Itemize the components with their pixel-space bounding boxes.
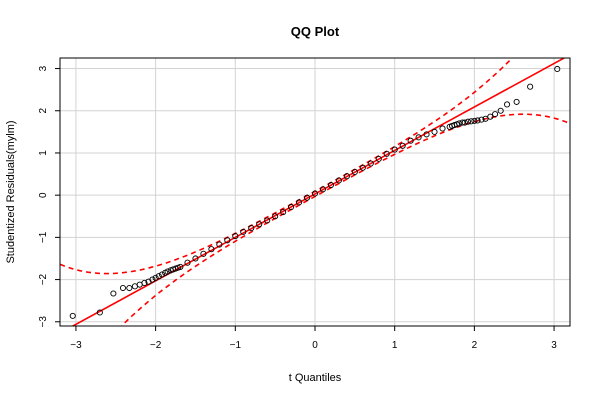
grid xyxy=(60,58,570,326)
data-point xyxy=(192,255,199,262)
x-tick-label: 3 xyxy=(551,340,557,351)
data-point xyxy=(319,186,327,193)
data-points xyxy=(69,65,561,319)
data-point xyxy=(288,203,295,211)
data-point xyxy=(367,160,374,167)
y-tick-label: 3 xyxy=(38,65,49,71)
data-point xyxy=(248,225,255,232)
data-point xyxy=(177,263,184,270)
data-point xyxy=(375,155,382,162)
data-point xyxy=(110,290,117,297)
x-tick-label: −3 xyxy=(70,340,82,351)
data-point xyxy=(487,113,494,120)
chart-title: QQ Plot xyxy=(291,24,340,39)
data-point xyxy=(126,284,133,292)
data-point xyxy=(149,276,156,283)
data-point xyxy=(503,101,511,108)
data-point xyxy=(216,241,223,248)
data-point xyxy=(141,279,148,287)
data-point xyxy=(391,146,398,153)
x-tick-label: −2 xyxy=(150,340,162,351)
y-tick-label: 1 xyxy=(38,150,49,156)
data-point xyxy=(232,233,239,240)
data-point xyxy=(439,125,446,132)
data-point xyxy=(527,83,534,90)
data-point xyxy=(327,181,334,189)
reference-line-group xyxy=(71,58,566,326)
data-point xyxy=(554,65,561,73)
data-point xyxy=(69,312,76,319)
data-point xyxy=(158,271,166,278)
x-tick-label: 0 xyxy=(312,340,318,351)
y-tick-label: −3 xyxy=(38,316,49,328)
data-point xyxy=(152,274,159,281)
data-point xyxy=(311,190,319,197)
data-point xyxy=(224,237,231,244)
data-point xyxy=(155,273,162,280)
data-point xyxy=(272,213,279,220)
data-point xyxy=(208,246,215,253)
data-point xyxy=(471,117,478,124)
data-point xyxy=(423,131,430,138)
data-point xyxy=(459,119,466,126)
data-point xyxy=(296,199,303,206)
data-point xyxy=(497,107,504,114)
data-point xyxy=(280,208,287,216)
reference-line xyxy=(71,58,566,326)
data-point xyxy=(184,259,191,266)
data-point xyxy=(461,119,468,126)
confidence-band-upper xyxy=(60,58,514,275)
x-tick-label: −1 xyxy=(230,340,242,351)
data-point xyxy=(513,98,520,105)
data-point xyxy=(407,137,414,144)
data-point xyxy=(96,309,103,316)
x-tick-label: 2 xyxy=(472,340,478,351)
y-tick-label: −1 xyxy=(38,231,49,243)
data-point xyxy=(415,134,422,141)
data-point xyxy=(399,142,406,149)
data-point xyxy=(303,194,311,201)
data-point xyxy=(468,118,475,125)
y-tick-label: 0 xyxy=(38,192,49,198)
data-point xyxy=(492,111,499,118)
x-axis-label: t Quantiles xyxy=(289,372,342,384)
x-axis: −3 −2 −1 0 1 2 3 xyxy=(70,326,557,351)
data-point xyxy=(474,117,481,124)
y-axis-label: Studentized Residuals(mylm) xyxy=(5,120,17,263)
y-tick-label: 2 xyxy=(38,108,49,114)
data-point xyxy=(431,128,438,135)
data-point xyxy=(343,173,350,180)
data-point xyxy=(256,221,263,228)
data-point xyxy=(264,217,271,224)
y-axis: −3 −2 −1 0 1 2 3 xyxy=(38,65,60,327)
data-point xyxy=(351,168,358,176)
data-point xyxy=(359,164,366,171)
x-tick-label: 1 xyxy=(392,340,398,351)
data-point xyxy=(478,116,485,123)
data-point xyxy=(200,250,207,257)
data-point xyxy=(119,284,127,292)
data-point xyxy=(240,228,247,235)
data-point xyxy=(456,120,463,127)
data-point xyxy=(335,177,342,184)
y-tick-label: −2 xyxy=(38,273,49,285)
data-point xyxy=(464,118,472,125)
data-point xyxy=(383,150,390,157)
data-point xyxy=(164,268,171,275)
